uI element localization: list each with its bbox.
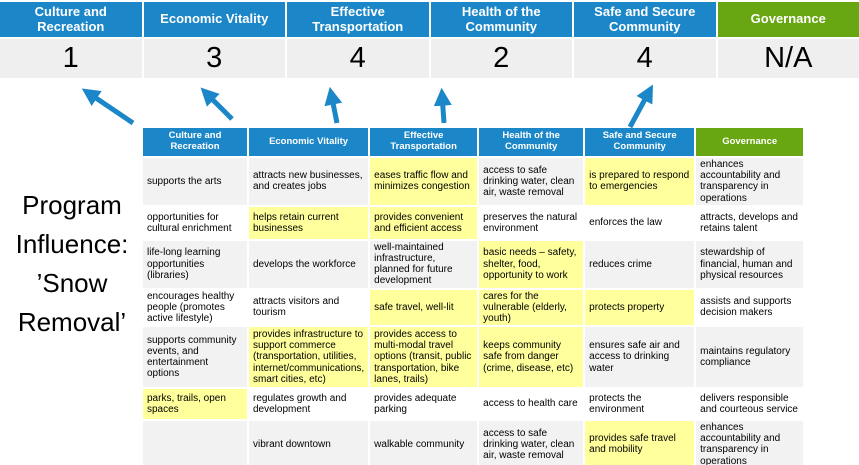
summary-header-governance: Governance [717, 2, 859, 37]
matrix-cell: attracts, develops and retains talent [696, 206, 804, 239]
matrix-cell: well-maintained infrastructure, planned … [370, 240, 478, 288]
matrix-cell: enhances accountability and transparency… [696, 158, 804, 205]
summary-score-safe-and-secure-community: 4 [574, 39, 716, 78]
matrix-row: encourages healthy people (promotes acti… [143, 289, 804, 326]
matrix-cell: vibrant downtown [249, 421, 369, 465]
matrix-cell: supports community events, and entertain… [143, 327, 247, 388]
matrix-row: supports community events, and entertain… [143, 327, 804, 388]
summary-score-economic-vitality: 3 [143, 39, 285, 78]
matrix-cell: develops the workforce [249, 240, 369, 288]
summary-table: Culture and Recreation Economic Vitality E… [0, 2, 859, 78]
matrix-cell: stewardship of financial, human and phys… [696, 240, 804, 288]
matrix-cell-highlighted: safe travel, well-lit [370, 289, 478, 326]
matrix-cell-highlighted: is prepared to respond to emergencies [585, 158, 695, 205]
matrix-cell: attracts new businesses, and creates job… [249, 158, 369, 205]
matrix-cell: access to health care [479, 389, 584, 420]
matrix-cell: opportunities for cultural enrichment [143, 206, 247, 239]
summary-score-health-of-the-community: 2 [430, 39, 572, 78]
matrix-header-governance: Governance [696, 128, 804, 156]
summary-header-safe-and-secure-community: Safe and Secure Community [574, 2, 716, 37]
matrix-cell: provides adequate parking [370, 389, 478, 420]
program-influence-title: Program Influence: ’Snow Removal’ [15, 190, 129, 337]
matrix-header-economic-vitality: Economic Vitality [249, 128, 369, 156]
arrow-transportation-icon [324, 86, 343, 124]
matrix-cell: protects the environment [585, 389, 695, 420]
matrix-cell: preserves the natural environment [479, 206, 584, 239]
summary-header-health-of-the-community: Health of the Community [430, 2, 572, 37]
matrix-cell: enforces the law [585, 206, 695, 239]
matrix-row: parks, trails, open spaces regulates grow… [143, 389, 804, 420]
matrix-cell: assists and supports decision makers [696, 289, 804, 326]
arrow-economic-icon [200, 87, 234, 121]
matrix-cell-highlighted: eases traffic flow and minimizes congest… [370, 158, 478, 205]
matrix-header-safe-and-secure-community: Safe and Secure Community [585, 128, 695, 156]
matrix-cell: ensures safe air and access to drinking … [585, 327, 695, 388]
matrix-cell-highlighted: provides safe travel and mobility [585, 421, 695, 465]
arrow-culture-icon [81, 88, 135, 126]
matrix-header-effective-transportation: Effective Transportation [370, 128, 478, 156]
matrix-cell: access to safe drinking water, clean air… [479, 421, 584, 465]
matrix-cell-highlighted: provides convenient and efficient access [370, 206, 478, 239]
matrix-cell: delivers responsible and courteous servi… [696, 389, 804, 420]
summary-score-row: 1 3 4 2 4 N/A [0, 39, 859, 78]
matrix-cell [143, 421, 247, 465]
matrix-cell: walkable community [370, 421, 478, 465]
matrix-header-health-of-the-community: Health of the Community [479, 128, 584, 156]
matrix-cell: regulates growth and development [249, 389, 369, 420]
matrix-cell: attracts visitors and tourism [249, 289, 369, 326]
matrix-cell-highlighted: parks, trails, open spaces [143, 389, 247, 420]
summary-header-culture-and-recreation: Culture and Recreation [0, 2, 142, 37]
summary-score-culture-and-recreation: 1 [0, 39, 142, 78]
matrix-row: opportunities for cultural enrichment hel… [143, 206, 804, 239]
matrix-cell: enhances accountability and transparency… [696, 421, 804, 465]
matrix-cell: life-long learning opportunities (librar… [143, 240, 247, 288]
matrix-cell-highlighted: provides access to multi-modal travel op… [370, 327, 478, 388]
summary-score-effective-transportation: 4 [287, 39, 429, 78]
matrix-cell-highlighted: protects property [585, 289, 695, 326]
matrix-cell: access to safe drinking water, clean air… [479, 158, 584, 205]
matrix-cell-highlighted: provides infrastructure to support comme… [249, 327, 369, 388]
summary-score-governance: N/A [717, 39, 859, 78]
matrix-cell: reduces crime [585, 240, 695, 288]
matrix-row: vibrant downtown walkable community access… [143, 421, 804, 465]
arrow-safe-icon [627, 84, 653, 129]
summary-header-row: Culture and Recreation Economic Vitality E… [0, 2, 859, 37]
matrix-header-culture-and-recreation: Culture and Recreation [143, 128, 247, 156]
matrix-cell: maintains regulatory compliance [696, 327, 804, 388]
influence-matrix: Culture and Recreation Economic Vitality E… [141, 126, 805, 465]
summary-header-effective-transportation: Effective Transportation [287, 2, 429, 37]
matrix-row: supports the arts attracts new businesses… [143, 158, 804, 205]
matrix-cell-highlighted: basic needs – safety, shelter, food, opp… [479, 240, 584, 288]
matrix-cell-highlighted: cares for the vulnerable (elderly, youth… [479, 289, 584, 326]
matrix-cell: encourages healthy people (promotes acti… [143, 289, 247, 326]
summary-header-economic-vitality: Economic Vitality [143, 2, 285, 37]
arrow-health-icon [433, 87, 452, 124]
matrix-row: life-long learning opportunities (librar… [143, 240, 804, 288]
matrix-cell-highlighted: helps retain current businesses [249, 206, 369, 239]
matrix-header-row: Culture and Recreation Economic Vitality E… [143, 128, 804, 156]
matrix-cell-highlighted: keeps community safe from danger (crime,… [479, 327, 584, 388]
matrix-cell: supports the arts [143, 158, 247, 205]
